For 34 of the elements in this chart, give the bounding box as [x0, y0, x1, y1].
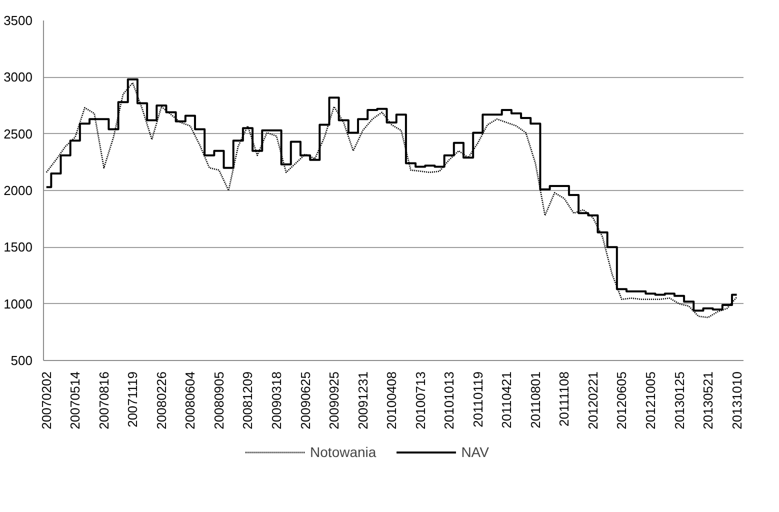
- x-tick-label: 20070514: [68, 371, 83, 430]
- x-tick-label: 20090625: [298, 371, 313, 430]
- x-tick-label: 20080226: [154, 371, 169, 430]
- x-tick-label: 20130125: [672, 371, 687, 430]
- x-tick-label: 20081209: [240, 371, 256, 430]
- y-tick-label: 2500: [4, 126, 32, 142]
- x-tick-label: 20121005: [642, 371, 658, 430]
- y-tick-label: 3500: [4, 13, 32, 28]
- x-tick-label: 20111108: [556, 371, 572, 426]
- x-tick-label: 20070816: [96, 371, 112, 430]
- x-tick-label: 20120221: [585, 371, 600, 430]
- x-tick-label: 20091231: [355, 371, 370, 430]
- x-tick-label: 20130521: [700, 371, 716, 430]
- y-tick-label: 500: [10, 353, 33, 368]
- y-tick-label: 1500: [4, 240, 32, 255]
- x-tick-label: 20100713: [412, 371, 428, 430]
- x-tick-label: 20120605: [614, 371, 630, 430]
- x-tick-label: 20090925: [326, 371, 342, 430]
- y-tick-label: 1000: [4, 296, 32, 312]
- x-tick-label: 20110119: [470, 371, 486, 428]
- legend-label: NAV: [461, 444, 489, 460]
- x-tick-label: 20070202: [38, 371, 54, 430]
- x-tick-label: 20131010: [729, 371, 744, 430]
- x-tick-label: 20101013: [442, 371, 457, 430]
- x-tick-label: 20110421: [499, 372, 514, 428]
- x-tick-label: 20100408: [384, 371, 400, 430]
- y-tick-label: 2000: [4, 183, 32, 198]
- x-tick-label: 20080905: [211, 371, 226, 430]
- x-tick-label: 20090318: [269, 371, 284, 430]
- x-tick-label: 20080604: [182, 371, 198, 430]
- legend-label: Notowania: [310, 444, 376, 460]
- x-tick-label: 20110801: [528, 372, 543, 428]
- y-tick-label: 3000: [4, 70, 32, 85]
- x-tick-label: 20071119: [125, 371, 140, 428]
